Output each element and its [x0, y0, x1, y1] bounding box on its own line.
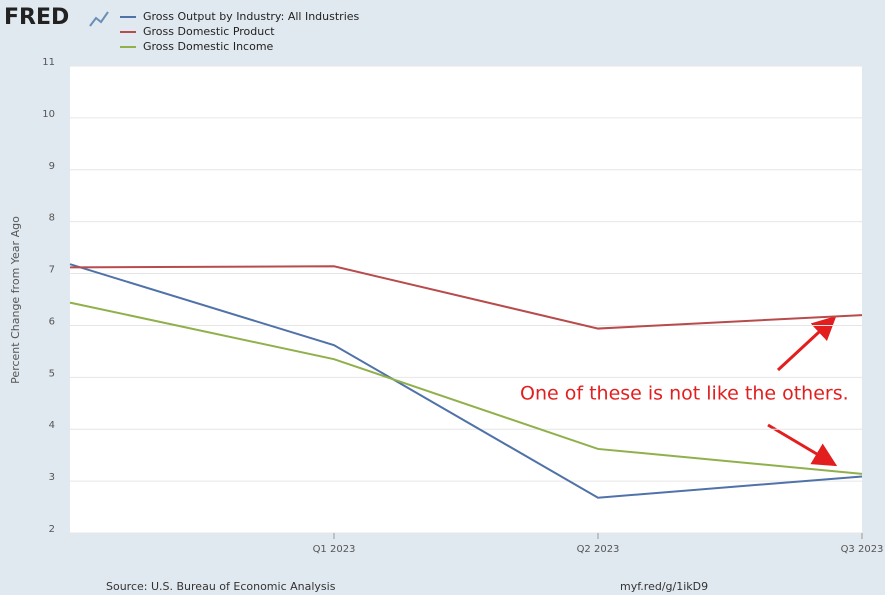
y-axis-label: Percent Change from Year Ago	[9, 216, 22, 384]
arrow	[776, 315, 837, 372]
y-tick-label: 9	[49, 161, 55, 172]
plot-area	[70, 66, 862, 533]
logo: FRED	[4, 5, 69, 30]
y-tick-label: 11	[42, 57, 55, 68]
y-tick-label: 7	[49, 265, 55, 276]
x-tick-label: Q1 2023	[313, 544, 356, 555]
legend-label: Gross Domestic Income	[143, 40, 274, 53]
y-tick-label: 4	[49, 420, 55, 431]
legend-label: Gross Domestic Product	[143, 25, 275, 38]
y-tick-label: 8	[49, 213, 55, 224]
y-tick-label: 2	[49, 524, 55, 535]
series-line	[69, 265, 863, 330]
logo-icon	[89, 11, 109, 27]
series-line	[69, 301, 863, 475]
x-tick-label: Q3 2023	[841, 544, 884, 555]
link[interactable]: myf.red/g/1ikD9	[620, 580, 708, 593]
series-line	[69, 263, 863, 499]
x-tick-label: Q2 2023	[577, 544, 620, 555]
y-tick-label: 10	[42, 109, 55, 120]
legend-label: Gross Output by Industry: All Industries	[143, 10, 360, 23]
annotation: One of these is not like the others.	[520, 383, 849, 405]
y-tick-label: 6	[49, 316, 55, 327]
y-tick-label: 3	[49, 472, 55, 483]
source: Source: U.S. Bureau of Economic Analysis	[106, 580, 336, 593]
arrow	[767, 423, 838, 467]
y-tick-label: 5	[49, 368, 55, 379]
